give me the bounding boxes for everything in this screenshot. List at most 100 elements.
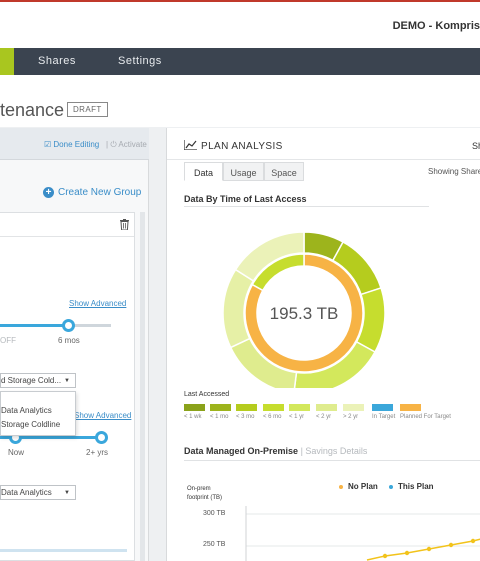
page-title: tenance bbox=[0, 100, 65, 120]
show-advanced-link-1[interactable]: Show Advanced bbox=[69, 299, 127, 308]
tab-space[interactable]: Space bbox=[264, 162, 304, 181]
scrollbar[interactable] bbox=[140, 212, 145, 561]
plan-analysis-title: PLAN ANALYSIS bbox=[201, 141, 283, 152]
legend-swatch bbox=[263, 404, 284, 411]
create-group-label: Create New Group bbox=[58, 187, 142, 198]
tab-data[interactable]: Data bbox=[184, 162, 223, 181]
group-card-header bbox=[0, 213, 134, 237]
legend-this-plan: This Plan bbox=[389, 482, 434, 491]
slider-handle-1[interactable] bbox=[62, 319, 75, 332]
target-select-2-value: Data Analytics bbox=[1, 488, 52, 497]
page-header: tenance DRAFT bbox=[0, 75, 480, 127]
managed-title-text: Data Managed On-Premise bbox=[184, 446, 299, 456]
donut-inner-slice bbox=[244, 253, 364, 373]
legend-swatch bbox=[236, 404, 257, 411]
legend-swatch bbox=[343, 404, 364, 411]
legend-label: < 6 mo bbox=[263, 414, 282, 420]
line-point bbox=[382, 553, 388, 559]
target-dropdown-menu: Data Analytics Storage Coldline bbox=[0, 391, 76, 436]
slider-max-label-1: 6 mos bbox=[58, 336, 80, 345]
policy-editor-panel: ☑ Done Editing | ⏻ Activate + Create New … bbox=[0, 128, 149, 561]
trash-icon[interactable] bbox=[120, 219, 129, 230]
line-point bbox=[470, 538, 476, 544]
y-tick-250: 250 TB bbox=[203, 541, 226, 548]
plan-analysis-header: PLAN ANALYSIS Sh bbox=[167, 128, 480, 160]
show-advanced-link-2[interactable]: Show Advanced bbox=[74, 411, 132, 420]
power-icon: ⏻ bbox=[110, 140, 117, 149]
legend-label: Planned For Target bbox=[400, 414, 451, 420]
donut-outer-slice bbox=[234, 231, 305, 282]
legend-title: Last Accessed bbox=[184, 391, 230, 398]
done-editing-button[interactable]: ☑ Done Editing bbox=[44, 140, 99, 149]
legend-label: < 1 yr bbox=[289, 414, 305, 420]
nav-shares[interactable]: Shares bbox=[38, 55, 76, 67]
activate-button[interactable]: | ⏻ Activate bbox=[106, 140, 147, 149]
create-new-group-button[interactable]: + Create New Group bbox=[43, 187, 141, 198]
donut-inner-slice bbox=[251, 253, 305, 292]
y-tick-300: 300 TB bbox=[203, 510, 226, 517]
slider-max-label-2: 2+ yrs bbox=[86, 448, 109, 457]
legend-label: In Target bbox=[372, 414, 396, 420]
plan-tabs: Data Usage Space bbox=[167, 160, 480, 182]
nav-settings[interactable]: Settings bbox=[118, 55, 162, 67]
this-plan-label: This Plan bbox=[398, 482, 434, 491]
target-select-2[interactable]: Data Analytics ▼ bbox=[0, 485, 76, 500]
legend-label: < 1 mo bbox=[210, 414, 229, 420]
checkbox-edit-icon: ☑ bbox=[44, 140, 52, 149]
legend-swatch bbox=[210, 404, 231, 411]
legend-swatch bbox=[289, 404, 310, 411]
legend-no-plan: No Plan bbox=[339, 482, 378, 491]
chevron-down-icon: ▼ bbox=[64, 378, 70, 384]
truncated-header-label: Sh bbox=[472, 141, 480, 151]
activate-label: Activate bbox=[118, 140, 147, 149]
no-plan-dot bbox=[339, 484, 343, 489]
status-badge: DRAFT bbox=[67, 102, 108, 117]
top-accent-line bbox=[0, 0, 480, 2]
line-point bbox=[426, 546, 432, 552]
plus-icon: + bbox=[43, 187, 54, 198]
savings-details-label: Savings Details bbox=[305, 446, 368, 456]
slider-fill-2 bbox=[0, 436, 104, 439]
slider-fill-1 bbox=[0, 324, 69, 327]
section-divider-2 bbox=[184, 460, 480, 461]
dropdown-option-storage-coldline[interactable]: Storage Coldline bbox=[1, 420, 61, 429]
progress-strip bbox=[0, 549, 127, 552]
legend-swatch bbox=[400, 404, 421, 411]
section-divider bbox=[184, 206, 429, 207]
footprint-line-chart bbox=[245, 506, 480, 561]
legend-label: > 2 yr bbox=[343, 414, 359, 420]
y-axis-title-line-2: footprint (TB) bbox=[187, 495, 223, 501]
y-axis-title: On-prem footprint (TB) bbox=[187, 485, 222, 503]
donut-section-title: Data By Time of Last Access bbox=[184, 194, 307, 204]
top-nav: Shares Settings bbox=[0, 48, 480, 75]
legend-swatch bbox=[372, 404, 393, 411]
app-header: DEMO - Kompris bbox=[0, 2, 480, 48]
legend-label: < 3 mo bbox=[236, 414, 255, 420]
line-chart-icon bbox=[184, 140, 197, 150]
managed-section-title: Data Managed On-Premise | Savings Detail… bbox=[184, 446, 367, 456]
donut-center-value: 195.3 TB bbox=[270, 304, 339, 323]
savings-details-tab[interactable]: | Savings Details bbox=[300, 446, 368, 456]
done-editing-label: Done Editing bbox=[53, 140, 100, 149]
y-axis-title-line-1: On-prem bbox=[187, 486, 211, 492]
plan-analysis-panel: PLAN ANALYSIS Sh Data Usage Space Showin… bbox=[166, 128, 480, 561]
showing-scope-label: Showing Shares bbox=[428, 167, 480, 176]
line-point bbox=[448, 542, 454, 548]
target-select-1[interactable]: d Storage Cold... ▼ bbox=[0, 373, 76, 388]
slider-min-label-2: Now bbox=[8, 448, 25, 457]
slider-handle-2-max[interactable] bbox=[95, 431, 108, 444]
target-select-1-value: d Storage Cold... bbox=[1, 376, 62, 385]
legend-label: < 2 yr bbox=[316, 414, 332, 420]
nav-active-indicator bbox=[0, 48, 14, 75]
editor-toolbar: ☑ Done Editing | ⏻ Activate bbox=[0, 128, 149, 160]
org-name[interactable]: DEMO - Kompris bbox=[392, 20, 480, 32]
tab-usage[interactable]: Usage bbox=[223, 162, 264, 181]
slider-min-label-1: OFF bbox=[0, 336, 16, 345]
legend-swatch bbox=[316, 404, 337, 411]
chevron-down-icon: ▼ bbox=[64, 490, 70, 496]
dropdown-option-data-analytics[interactable]: Data Analytics bbox=[1, 406, 52, 415]
group-card: Show Advanced OFF 6 mos d Storage Cold..… bbox=[0, 212, 135, 561]
legend-label: < 1 wk bbox=[184, 414, 202, 420]
line-point bbox=[404, 550, 410, 556]
this-plan-dot bbox=[389, 484, 393, 489]
